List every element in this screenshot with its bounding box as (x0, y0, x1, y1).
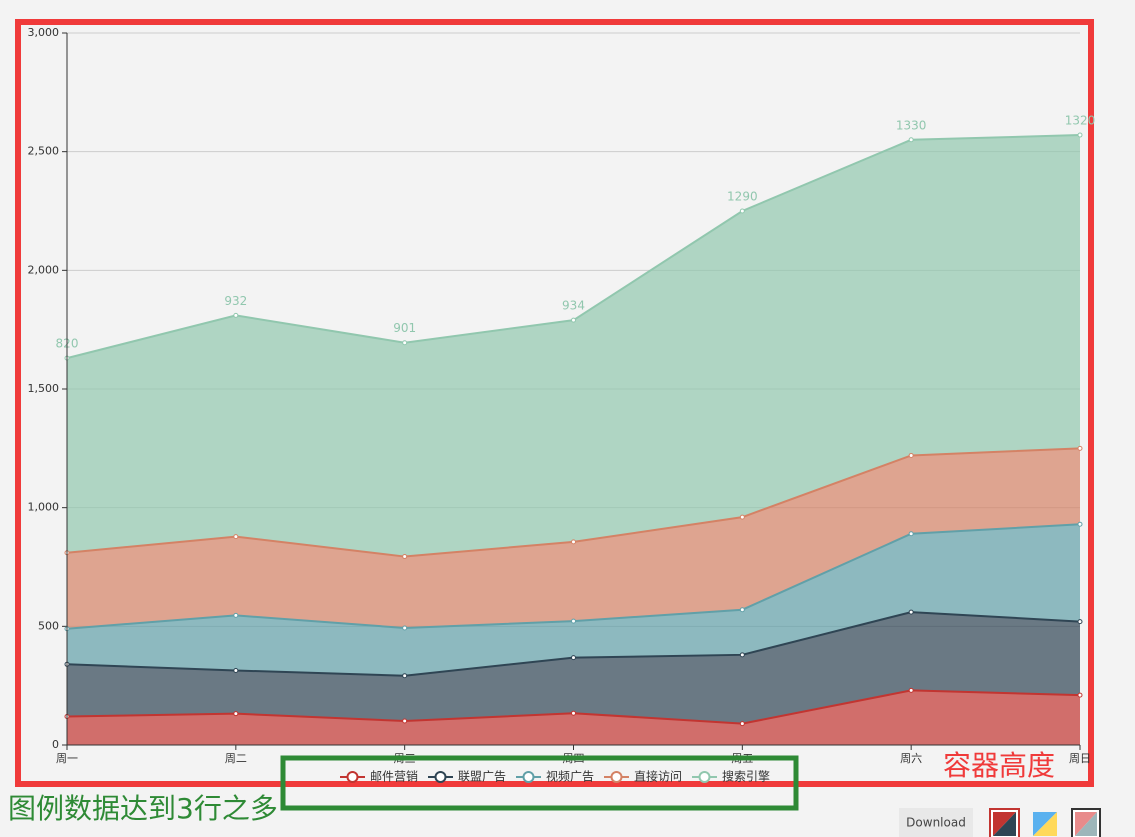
data-point (571, 317, 576, 323)
legend-marker (610, 771, 623, 783)
data-point (402, 673, 408, 679)
y-tick-label: 2,000 (28, 263, 60, 276)
y-tick-label: 3,000 (28, 26, 60, 39)
value-label: 1330 (896, 118, 927, 132)
download-button[interactable] (899, 808, 973, 837)
data-point (739, 721, 745, 727)
x-tick-label: 周六 (900, 752, 922, 765)
data-point (571, 618, 576, 624)
data-point (908, 531, 914, 537)
data-point (571, 655, 576, 661)
legend-label: 邮件营销 (370, 770, 418, 784)
legend-item[interactable]: 直接访问 (604, 769, 682, 784)
data-point (1077, 132, 1083, 138)
data-point (739, 652, 745, 658)
legend-note: 图例数据达到3行之多 (8, 792, 278, 825)
value-label: 1290 (727, 190, 758, 204)
container-box (15, 19, 1094, 787)
value-label: 1320 (1065, 114, 1096, 128)
y-tick-label: 0 (52, 738, 59, 751)
data-point (233, 312, 239, 318)
area-fill (67, 135, 1080, 557)
data-point (739, 208, 745, 214)
area-fill (67, 690, 1080, 745)
data-point (908, 609, 914, 615)
legend-label: 视频广告 (546, 769, 594, 784)
legend-item[interactable]: 邮件营销 (340, 770, 418, 784)
legend-item[interactable]: 视频广告 (516, 769, 594, 784)
x-tick-label: 周日 (1069, 752, 1091, 765)
download-label[interactable]: Download (906, 816, 966, 830)
y-tick-label: 1,500 (28, 382, 60, 395)
value-label: 934 (562, 299, 585, 313)
y-tick-label: 1,000 (28, 501, 60, 514)
theme-icon[interactable] (1033, 812, 1057, 836)
legend-box (280, 755, 799, 811)
x-tick-label: 周一 (56, 752, 78, 765)
data-point (908, 137, 914, 143)
data-point (233, 667, 239, 673)
data-point (233, 711, 239, 717)
legend-marker (434, 771, 447, 783)
data-point (571, 710, 576, 716)
data-point (1077, 692, 1083, 698)
data-point (739, 607, 745, 613)
legend-item[interactable]: 联盟广告 (428, 770, 506, 784)
legend-item[interactable]: 搜索引擎 (692, 769, 770, 784)
area-fill (67, 448, 1080, 629)
x-tick-label: 周二 (225, 752, 247, 765)
theme-icon[interactable] (989, 808, 1020, 837)
data-point (402, 625, 408, 631)
data-point (908, 687, 914, 693)
y-tick-label: 2,500 (28, 145, 60, 158)
data-point (1077, 619, 1083, 625)
container-note: 容器高度 (943, 749, 1055, 782)
data-point (908, 452, 914, 458)
legend-marker (522, 771, 535, 783)
legend-marker (698, 771, 711, 783)
data-point (402, 718, 408, 724)
plot: 05001,0001,5002,0002,5003,00082093290193… (28, 26, 1096, 784)
theme-icon[interactable] (1071, 808, 1101, 837)
data-point (1077, 521, 1083, 527)
legend-label: 搜索引擎 (722, 769, 770, 784)
value-label: 901 (393, 321, 416, 335)
legend-marker (346, 771, 359, 783)
data-point (402, 340, 408, 346)
data-point (233, 612, 239, 618)
value-label: 932 (224, 294, 247, 308)
legend-label: 直接访问 (634, 769, 682, 784)
data-point (739, 514, 745, 520)
area-fill (67, 612, 1080, 724)
data-point (233, 534, 239, 540)
legend-label: 联盟广告 (458, 770, 506, 784)
data-point (402, 554, 408, 560)
area-fill (67, 524, 1080, 676)
data-point (571, 539, 576, 545)
data-point (1077, 445, 1083, 451)
y-tick-label: 500 (38, 619, 59, 632)
